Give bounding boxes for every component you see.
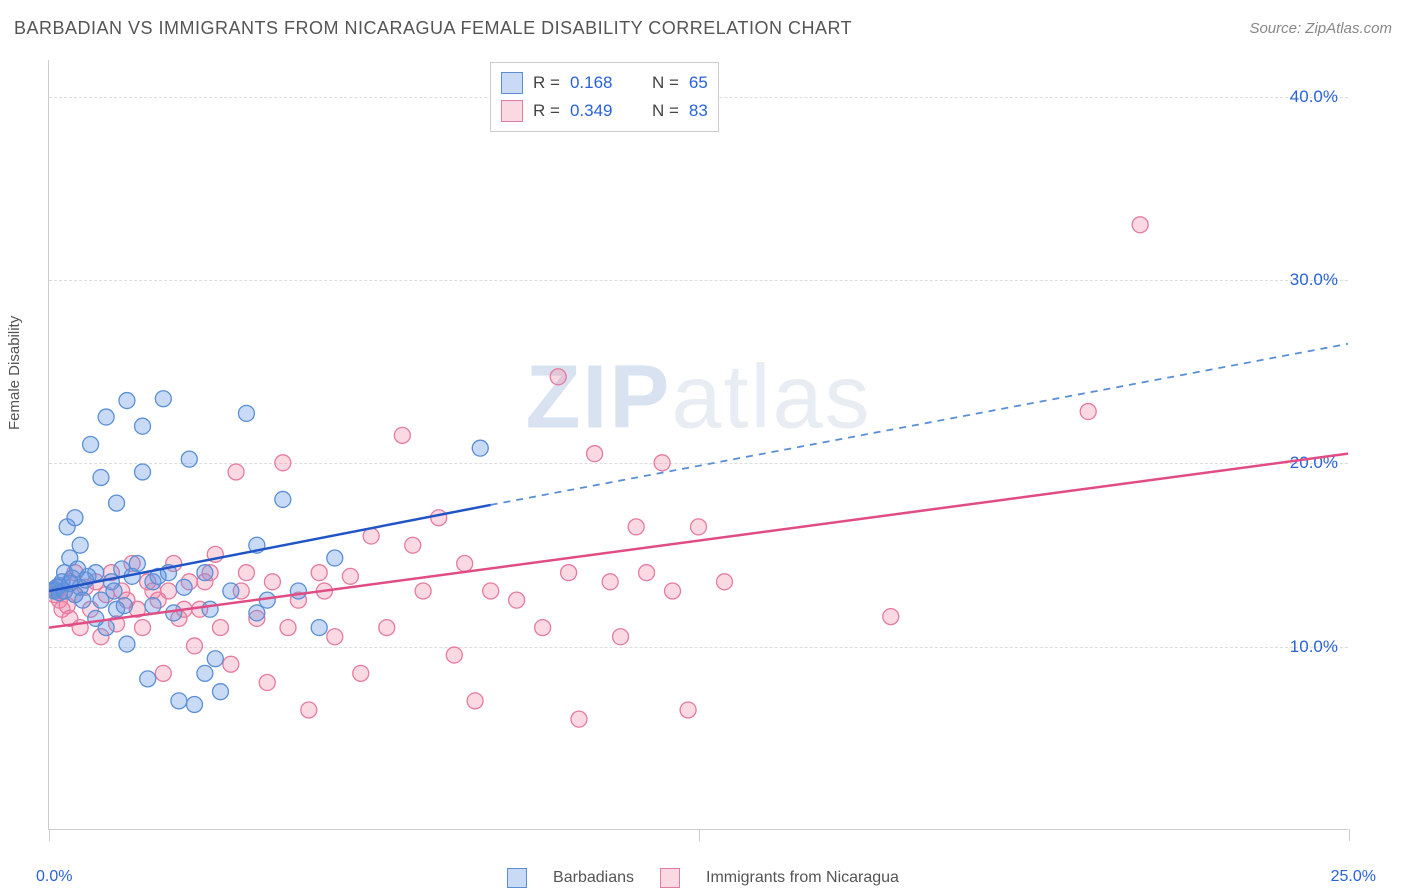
r-value-blue: 0.168 bbox=[570, 73, 632, 93]
legend-label-pink: Immigrants from Nicaragua bbox=[706, 869, 899, 887]
n-label: N = bbox=[652, 73, 679, 93]
n-value-pink: 83 bbox=[689, 101, 708, 121]
series-legend: Barbadians Immigrants from Nicaragua bbox=[0, 868, 1406, 888]
legend-swatch-blue-icon bbox=[507, 868, 527, 888]
legend-swatch-pink-icon bbox=[660, 868, 680, 888]
r-label-2: R = bbox=[533, 101, 560, 121]
x-tick bbox=[699, 829, 700, 841]
x-tick bbox=[1349, 829, 1350, 841]
chart-title: BARBADIAN VS IMMIGRANTS FROM NICARAGUA F… bbox=[14, 18, 852, 39]
stats-row-blue: R = 0.168 N = 65 bbox=[501, 69, 708, 97]
r-value-pink: 0.349 bbox=[570, 101, 632, 121]
x-tick bbox=[49, 829, 50, 841]
chart-source: Source: ZipAtlas.com bbox=[1249, 20, 1392, 37]
n-label-2: N = bbox=[652, 101, 679, 121]
r-label: R = bbox=[533, 73, 560, 93]
stats-legend-box: R = 0.168 N = 65 R = 0.349 N = 83 bbox=[490, 62, 719, 132]
swatch-pink-icon bbox=[501, 100, 523, 122]
n-value-blue: 65 bbox=[689, 73, 708, 93]
scatter-svg bbox=[49, 60, 1348, 829]
chart-header: BARBADIAN VS IMMIGRANTS FROM NICARAGUA F… bbox=[14, 18, 1392, 39]
swatch-blue-icon bbox=[501, 72, 523, 94]
stats-row-pink: R = 0.349 N = 83 bbox=[501, 97, 708, 125]
y-axis-label: Female Disability bbox=[6, 316, 23, 430]
chart-plot-area: ZIPatlas 10.0%20.0%30.0%40.0% bbox=[48, 60, 1348, 830]
legend-label-blue: Barbadians bbox=[553, 869, 634, 887]
